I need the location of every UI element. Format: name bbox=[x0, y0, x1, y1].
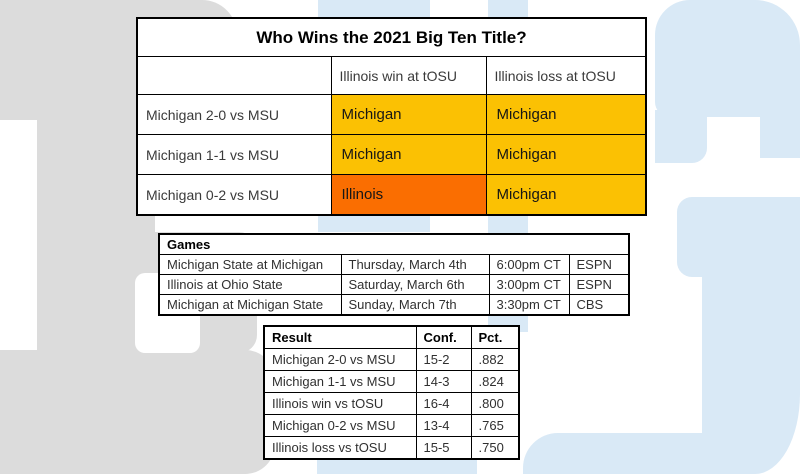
result-label: Illinois loss vs tOSU bbox=[263, 436, 417, 460]
game-network: ESPN bbox=[568, 274, 630, 295]
table-row: Illinois at Ohio State Saturday, March 6… bbox=[158, 274, 630, 295]
winner-cell: Illinois bbox=[330, 174, 487, 216]
watermark-g-top-arm bbox=[655, 0, 800, 117]
result-label: Michigan 2-0 vs MSU bbox=[263, 348, 417, 371]
games-header: Games bbox=[158, 233, 630, 255]
game-matchup: Michigan State at Michigan bbox=[158, 254, 342, 275]
table-row: Michigan State at Michigan Thursday, Mar… bbox=[158, 254, 630, 275]
win-pct: .800 bbox=[470, 392, 520, 415]
column-header-illinois-win: Illinois win at tOSU bbox=[330, 56, 487, 95]
game-network: CBS bbox=[568, 294, 630, 316]
column-header-illinois-loss: Illinois loss at tOSU bbox=[485, 56, 647, 95]
watermark-g-left-stub bbox=[655, 110, 707, 163]
page-title: Who Wins the 2021 Big Ten Title? bbox=[136, 17, 647, 57]
table-title-row: Who Wins the 2021 Big Ten Title? bbox=[136, 17, 647, 57]
game-network: ESPN bbox=[568, 254, 630, 275]
column-header-pct: Pct. bbox=[470, 325, 520, 349]
table-row: Michigan 2-0 vs MSU 15-2 .882 bbox=[263, 348, 520, 371]
win-pct: .765 bbox=[470, 414, 520, 437]
table-row: Michigan 0-2 vs MSU 13-4 .765 bbox=[263, 414, 520, 437]
game-time: 3:00pm CT bbox=[488, 274, 570, 295]
winner-cell: Michigan bbox=[485, 174, 647, 216]
game-time: 3:30pm CT bbox=[488, 294, 570, 316]
win-pct: .750 bbox=[470, 436, 520, 460]
table-row: Illinois loss vs tOSU 15-5 .750 bbox=[263, 436, 520, 460]
game-time: 6:00pm CT bbox=[488, 254, 570, 275]
title-scenario-table: Who Wins the 2021 Big Ten Title? Illinoi… bbox=[136, 17, 648, 216]
row-label: Michigan 2-0 vs MSU bbox=[136, 94, 332, 135]
game-matchup: Michigan at Michigan State bbox=[158, 294, 342, 316]
game-date: Saturday, March 6th bbox=[340, 274, 490, 295]
watermark-g-right-body bbox=[702, 197, 800, 474]
games-schedule-table: Games Michigan State at Michigan Thursda… bbox=[158, 233, 630, 316]
row-label: Michigan 0-2 vs MSU bbox=[136, 174, 332, 216]
games-header-row: Games bbox=[158, 233, 630, 255]
column-header-row: Illinois win at tOSU Illinois loss at tO… bbox=[136, 56, 647, 95]
row-label: Michigan 1-1 vs MSU bbox=[136, 134, 332, 175]
win-pct: .824 bbox=[470, 370, 520, 393]
conf-record: 15-5 bbox=[415, 436, 472, 460]
conf-record: 14-3 bbox=[415, 370, 472, 393]
empty-corner-cell bbox=[136, 56, 332, 95]
winner-cell: Michigan bbox=[330, 94, 487, 135]
conf-record: 16-4 bbox=[415, 392, 472, 415]
table-row: Michigan 1-1 vs MSU 14-3 .824 bbox=[263, 370, 520, 393]
conf-record: 13-4 bbox=[415, 414, 472, 437]
column-header-result: Result bbox=[263, 325, 417, 349]
game-matchup: Illinois at Ohio State bbox=[158, 274, 342, 295]
game-date: Sunday, March 7th bbox=[340, 294, 490, 316]
watermark-b-bottom-block bbox=[0, 350, 275, 474]
table-row: Illinois win vs tOSU 16-4 .800 bbox=[263, 392, 520, 415]
winner-cell: Michigan bbox=[485, 94, 647, 135]
table-row: Michigan at Michigan State Sunday, March… bbox=[158, 294, 630, 316]
result-label: Michigan 1-1 vs MSU bbox=[263, 370, 417, 393]
win-pct: .882 bbox=[470, 348, 520, 371]
watermark-g-right-side bbox=[760, 110, 800, 158]
standings-header-row: Result Conf. Pct. bbox=[263, 325, 520, 349]
result-label: Illinois win vs tOSU bbox=[263, 392, 417, 415]
table-row: Michigan 1-1 vs MSU Michigan Michigan bbox=[136, 134, 647, 175]
game-date: Thursday, March 4th bbox=[340, 254, 490, 275]
table-row: Michigan 2-0 vs MSU Michigan Michigan bbox=[136, 94, 647, 135]
winner-cell: Michigan bbox=[330, 134, 487, 175]
winner-cell: Michigan bbox=[485, 134, 647, 175]
table-row: Michigan 0-2 vs MSU Illinois Michigan bbox=[136, 174, 647, 216]
watermark-g-bottom-arm bbox=[523, 433, 753, 474]
result-label: Michigan 0-2 vs MSU bbox=[263, 414, 417, 437]
column-header-conf: Conf. bbox=[415, 325, 472, 349]
conf-record: 15-2 bbox=[415, 348, 472, 371]
standings-table: Result Conf. Pct. Michigan 2-0 vs MSU 15… bbox=[263, 325, 520, 460]
